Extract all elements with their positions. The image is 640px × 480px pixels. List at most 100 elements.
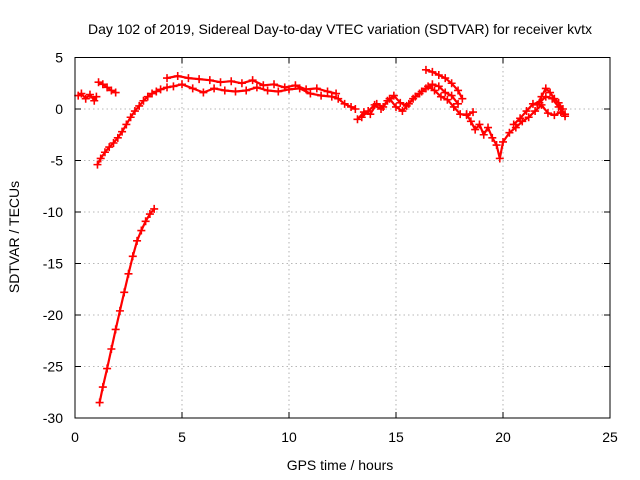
data-point: [195, 75, 204, 84]
data-point: [558, 105, 567, 113]
data-point: [210, 84, 219, 93]
data-point: [184, 74, 193, 83]
y-axis-label: SDTVAR / TECUs: [6, 181, 22, 293]
data-point: [107, 86, 116, 95]
data-point: [109, 138, 118, 147]
data-point: [447, 79, 456, 88]
data-point: [428, 80, 437, 89]
data-point: [541, 84, 550, 93]
data-point: [471, 125, 480, 134]
data-point: [122, 120, 131, 129]
data-point: [543, 109, 552, 118]
data-point: [133, 236, 142, 245]
y-tick-label: 5: [55, 50, 63, 66]
series-s9: [462, 100, 570, 163]
data-point: [392, 102, 400, 111]
data-point: [334, 94, 343, 103]
data-point: [156, 85, 165, 94]
data-point: [332, 89, 341, 98]
data-point: [81, 94, 90, 103]
x-tick-label: 5: [178, 429, 186, 445]
series-s3: [93, 80, 360, 169]
data-point: [389, 91, 398, 100]
data-point: [107, 344, 116, 353]
y-tick-label: -30: [43, 410, 63, 426]
data-point: [436, 92, 445, 101]
chart-title: Day 102 of 2019, Sidereal Day-to-day VTE…: [88, 21, 592, 37]
data-point: [347, 102, 356, 111]
data-point: [252, 83, 261, 92]
data-point: [312, 84, 321, 93]
data-point: [441, 74, 450, 83]
data-point: [169, 82, 178, 91]
series-s11: [533, 84, 567, 113]
data-point: [145, 210, 154, 219]
data-point: [505, 128, 514, 137]
x-tick-label: 25: [602, 429, 618, 445]
data-point: [317, 91, 326, 100]
plot-frame: [74, 57, 611, 419]
data-point: [385, 94, 394, 103]
data-point: [561, 110, 570, 119]
data-point: [130, 107, 139, 116]
data-point: [135, 101, 144, 110]
data-point: [379, 102, 388, 111]
y-tick-label: -5: [51, 153, 64, 169]
data-point: [396, 98, 405, 107]
data-point: [522, 107, 531, 116]
x-tick-label: 20: [495, 429, 511, 445]
data-point: [163, 74, 172, 83]
data-point: [466, 117, 475, 126]
data-point: [554, 98, 563, 107]
data-point: [280, 83, 289, 92]
data-point: [94, 78, 103, 87]
data-point: [103, 83, 112, 92]
data-series: [74, 65, 570, 407]
x-tick-label: 10: [281, 429, 297, 445]
data-point: [85, 90, 94, 99]
data-point: [550, 94, 559, 103]
data-point: [462, 110, 471, 119]
series-s5: [95, 204, 159, 407]
data-point: [546, 88, 555, 97]
data-point: [150, 204, 159, 213]
data-point: [199, 88, 208, 97]
data-point: [537, 92, 546, 101]
data-point: [291, 81, 300, 90]
data-point: [95, 398, 104, 407]
data-point: [424, 82, 433, 91]
data-point: [270, 80, 279, 89]
data-point: [237, 79, 246, 88]
data-point: [98, 80, 107, 89]
data-point: [550, 111, 559, 120]
data-point: [302, 85, 311, 94]
data-point: [516, 114, 525, 123]
data-point: [340, 99, 349, 108]
data-point: [495, 154, 504, 163]
data-point: [509, 120, 518, 129]
data-point: [449, 102, 458, 111]
x-tick-label: 15: [388, 429, 404, 445]
data-point: [141, 217, 150, 226]
data-point: [120, 288, 129, 297]
data-point: [220, 86, 229, 95]
data-point: [93, 160, 102, 169]
data-point: [113, 133, 122, 142]
data-point: [148, 89, 157, 98]
data-point: [118, 127, 127, 136]
x-axis-label: GPS time / hours: [287, 457, 394, 473]
data-point: [469, 108, 478, 117]
data-point: [372, 99, 381, 108]
y-tick-label: -15: [43, 256, 63, 272]
data-point: [163, 83, 172, 92]
data-point: [77, 89, 86, 98]
x-tick-label: 0: [71, 429, 79, 445]
data-point: [105, 143, 114, 152]
data-point: [327, 92, 336, 101]
data-point: [411, 92, 420, 101]
data-point: [351, 105, 360, 113]
data-point: [137, 226, 146, 235]
y-tick-label: -10: [43, 204, 63, 220]
